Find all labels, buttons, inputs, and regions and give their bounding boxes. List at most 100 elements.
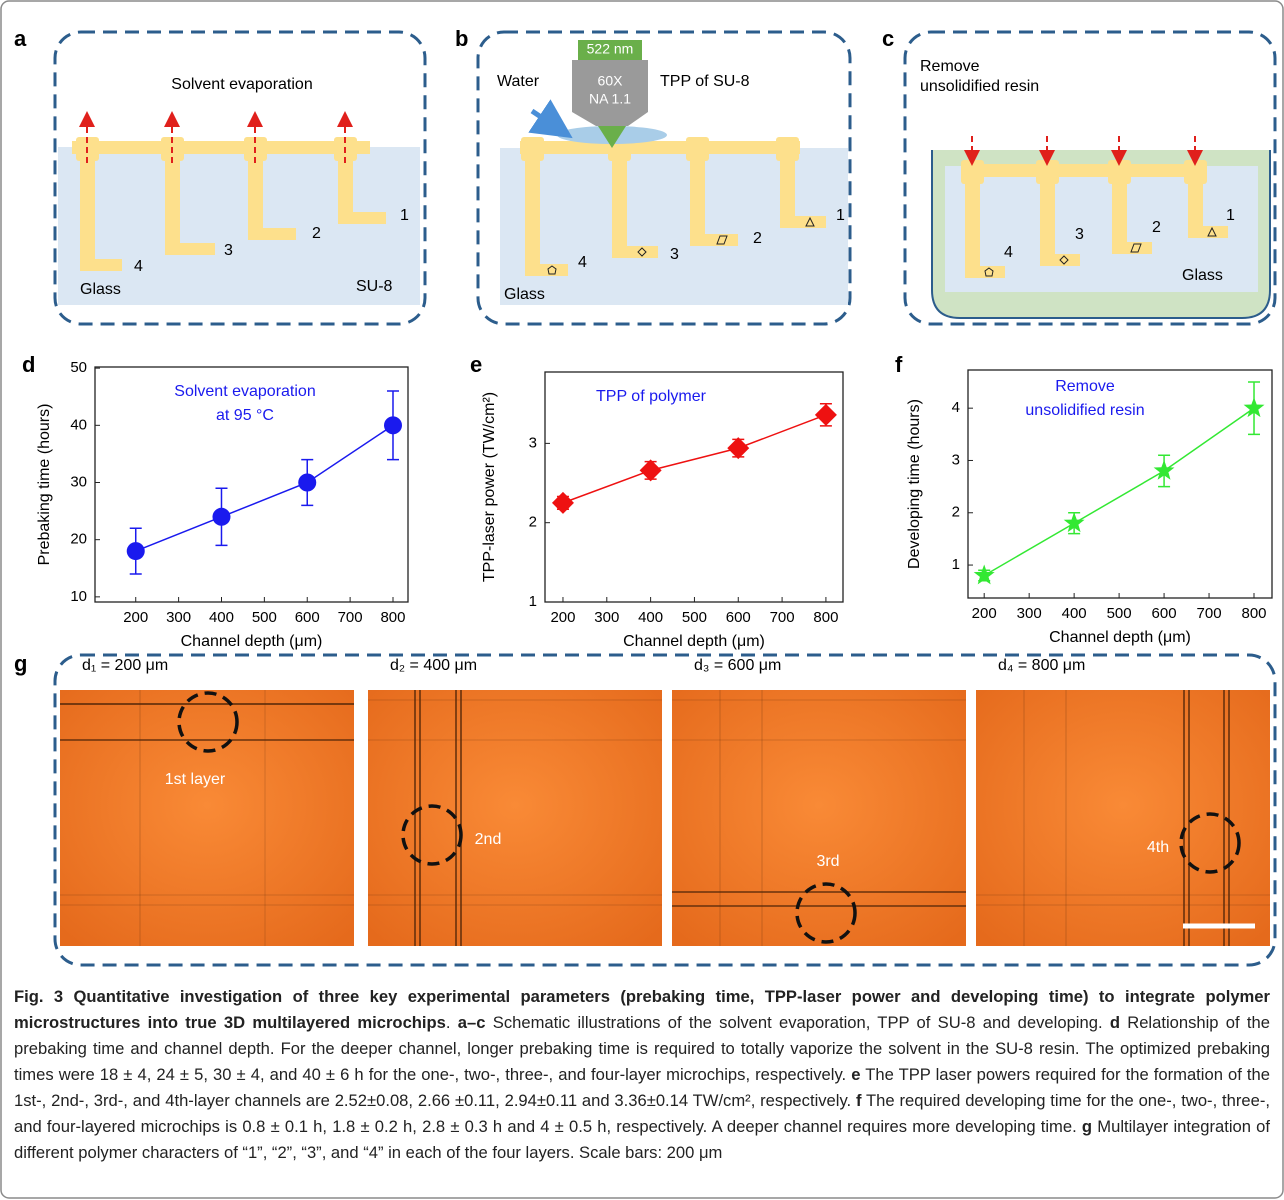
panel-box bbox=[903, 30, 1277, 326]
data-point bbox=[814, 403, 837, 426]
x-tick-label: 800 bbox=[813, 609, 838, 626]
x-tick-label: 700 bbox=[770, 609, 795, 626]
substrate-label: Glass bbox=[80, 281, 121, 298]
channel bbox=[780, 141, 795, 228]
structure bbox=[520, 137, 826, 276]
data-point bbox=[973, 564, 995, 585]
highlight-circle bbox=[177, 691, 239, 753]
y-tick-label: 10 bbox=[70, 588, 87, 605]
annotation: at 95 °C bbox=[216, 407, 274, 424]
annotation: Remove bbox=[1055, 378, 1115, 395]
panel-title: Solvent evaporation bbox=[171, 76, 312, 93]
panel-label: a bbox=[14, 26, 27, 51]
caption-text: Schematic illustrations of the solvent e… bbox=[485, 1013, 1110, 1032]
channel bbox=[165, 141, 180, 255]
charts: d 200 300 400 500 600 700 800 10 20 30 40 50 Channel … bbox=[22, 352, 1273, 650]
chart: e 200 300 400 500 600 700 800 1 2 3 Channel depth (… bbox=[470, 352, 844, 650]
channel bbox=[780, 216, 826, 228]
photo-label: d₁ = 200 μm bbox=[82, 657, 168, 674]
data-point bbox=[212, 507, 231, 526]
channel bbox=[612, 141, 627, 258]
substrate-label: Glass bbox=[504, 286, 545, 303]
series-line bbox=[562, 414, 827, 504]
photo-note: 4th bbox=[1147, 839, 1169, 856]
chart: d 200 300 400 500 600 700 800 10 20 30 40 50 Channel … bbox=[22, 352, 409, 650]
x-tick-label: 800 bbox=[1241, 605, 1266, 622]
x-tick-label: 600 bbox=[295, 609, 320, 626]
layer-number: 3 bbox=[670, 246, 679, 263]
panel-box bbox=[53, 653, 1277, 967]
caption-text: Multilayer integration of different poly… bbox=[14, 1117, 1270, 1162]
x-tick-label: 500 bbox=[1107, 605, 1132, 622]
series-line bbox=[983, 407, 1255, 577]
x-tick-label: 500 bbox=[682, 609, 707, 626]
layer-number: 4 bbox=[134, 258, 143, 275]
resin-label: SU-8 bbox=[356, 278, 393, 295]
channel bbox=[690, 141, 705, 246]
photo-note: 3rd bbox=[816, 853, 839, 870]
panel-label: d bbox=[22, 352, 35, 377]
micrograph-image bbox=[976, 690, 1270, 946]
panel-label: c bbox=[882, 26, 894, 51]
laser-label: 522 nm bbox=[587, 41, 634, 57]
photos: d₁ = 200 μm 1st layer d₂ = 400 μm 2nd d₃ = 6… bbox=[60, 657, 1270, 946]
annotation: TPP of polymer bbox=[596, 388, 707, 405]
y-axis-label: TPP-laser power (TW/cm²) bbox=[481, 392, 498, 582]
channel bbox=[690, 234, 738, 246]
channel bbox=[72, 141, 370, 154]
annotation: unsolidified resin bbox=[1025, 402, 1144, 419]
channel bbox=[962, 164, 1205, 177]
data-point bbox=[551, 491, 574, 514]
laser-box bbox=[578, 40, 642, 60]
channel bbox=[525, 141, 540, 276]
plot-frame bbox=[967, 369, 1273, 599]
channel bbox=[965, 164, 980, 278]
channel bbox=[80, 141, 95, 271]
data-point bbox=[126, 542, 145, 561]
y-tick-label: 1 bbox=[529, 593, 537, 610]
x-axis-label: Channel depth (μm) bbox=[181, 633, 323, 650]
y-tick-label: 1 bbox=[952, 556, 960, 573]
x-tick-label: 200 bbox=[972, 605, 997, 622]
micrograph-image bbox=[368, 690, 662, 946]
panel-box bbox=[476, 30, 852, 326]
channel bbox=[1112, 164, 1127, 254]
channel bbox=[338, 212, 386, 224]
caption-bold: e bbox=[851, 1065, 861, 1084]
caption-bold: g bbox=[1081, 1117, 1093, 1136]
x-tick-label: 500 bbox=[252, 609, 277, 626]
character-shape bbox=[805, 216, 815, 227]
data-point bbox=[727, 437, 750, 460]
x-axis-label: Channel depth (μm) bbox=[623, 633, 765, 650]
photo-note: 2nd bbox=[475, 831, 502, 848]
data-point bbox=[639, 459, 662, 482]
panel-box bbox=[53, 30, 427, 326]
data-point bbox=[1153, 459, 1175, 480]
channel bbox=[520, 141, 800, 154]
layer-number: 4 bbox=[1004, 244, 1013, 261]
layer-number: 4 bbox=[578, 254, 587, 271]
x-tick-label: 600 bbox=[726, 609, 751, 626]
layer-number: 2 bbox=[1152, 219, 1161, 236]
character-shape bbox=[716, 235, 728, 245]
layer-number: 2 bbox=[312, 225, 321, 242]
layer-number: 1 bbox=[400, 207, 409, 224]
data-point bbox=[383, 416, 402, 435]
micrograph: d₄ = 800 μm 4th bbox=[976, 657, 1270, 946]
highlight-circle bbox=[1179, 812, 1241, 874]
caption-text: Relationship of the prebaking time and c… bbox=[14, 1013, 1270, 1084]
structure bbox=[961, 136, 1228, 278]
layer-number: 1 bbox=[836, 207, 845, 224]
y-axis-label: Prebaking time (hours) bbox=[36, 404, 53, 566]
structure bbox=[72, 111, 386, 271]
highlight-circle bbox=[795, 882, 857, 944]
caption-bold: a–c bbox=[457, 1013, 486, 1032]
y-tick-label: 30 bbox=[70, 473, 87, 490]
channel bbox=[1188, 226, 1228, 238]
micrograph: d₁ = 200 μm 1st layer bbox=[60, 657, 354, 946]
panel-label: b bbox=[455, 26, 468, 51]
photo-note: 1st layer bbox=[165, 771, 226, 788]
medium-label: Water bbox=[497, 73, 540, 90]
channel bbox=[1188, 164, 1203, 238]
